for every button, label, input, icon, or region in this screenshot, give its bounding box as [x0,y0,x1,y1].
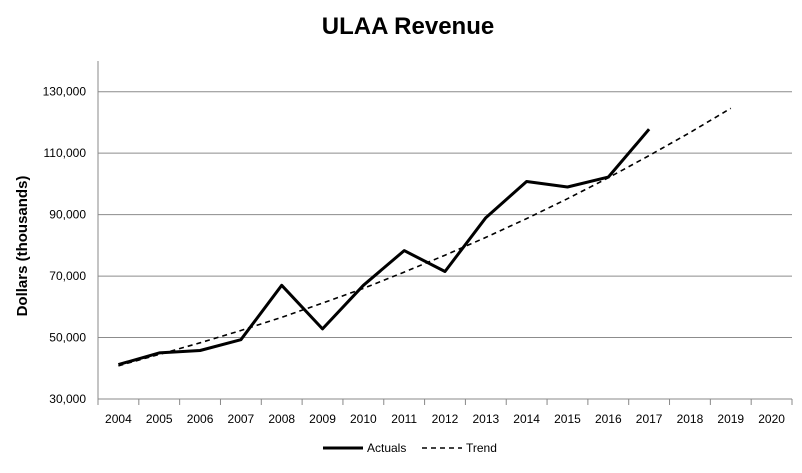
legend-label-trend: Trend [466,441,497,455]
series-line-actuals [117,128,651,367]
y-tick-label: 130,000 [43,85,87,99]
series-lines [117,107,732,367]
legend: Actuals Trend [323,441,497,455]
x-tick-label: 2015 [554,412,581,426]
x-tick-label: 2008 [268,412,295,426]
y-tick-label: 110,000 [44,146,87,160]
y-tick-label: 50,000 [49,331,86,345]
axes [97,61,792,400]
x-tick-label: 2007 [228,412,255,426]
legend-label-actuals: Actuals [367,441,406,455]
x-tick-label: 2013 [472,412,499,426]
y-tick-label: 30,000 [49,392,86,406]
gridlines [98,91,792,339]
y-tick-label: 70,000 [49,269,86,283]
y-tick-label: 90,000 [49,208,86,222]
x-tick-label: 2004 [105,412,132,426]
x-tick-label: 2014 [513,412,540,426]
x-tick-label: 2006 [187,412,214,426]
x-tick-label: 2019 [717,412,744,426]
series-line-trend [118,107,732,367]
x-tick-label: 2017 [636,412,663,426]
chart-title: ULAA Revenue [322,13,494,40]
y-axis-label: Dollars (thousands) [14,176,31,317]
x-tick-labels: 2004 2005 2006 2007 2008 2009 2010 2011 2012 2013… [97,399,793,426]
x-tick-label: 2018 [677,412,704,426]
x-tick-label: 2020 [758,412,785,426]
x-tick-label: 2005 [146,412,173,426]
x-tick-label: 2016 [595,412,622,426]
x-tick-label: 2012 [432,412,459,426]
x-tick-label: 2009 [309,412,336,426]
x-tick-label: 2011 [391,412,417,426]
x-tick-label: 2010 [350,412,377,426]
y-tick-labels: 30,000 50,000 70,000 90,000 110,000 130,000 [43,85,87,406]
